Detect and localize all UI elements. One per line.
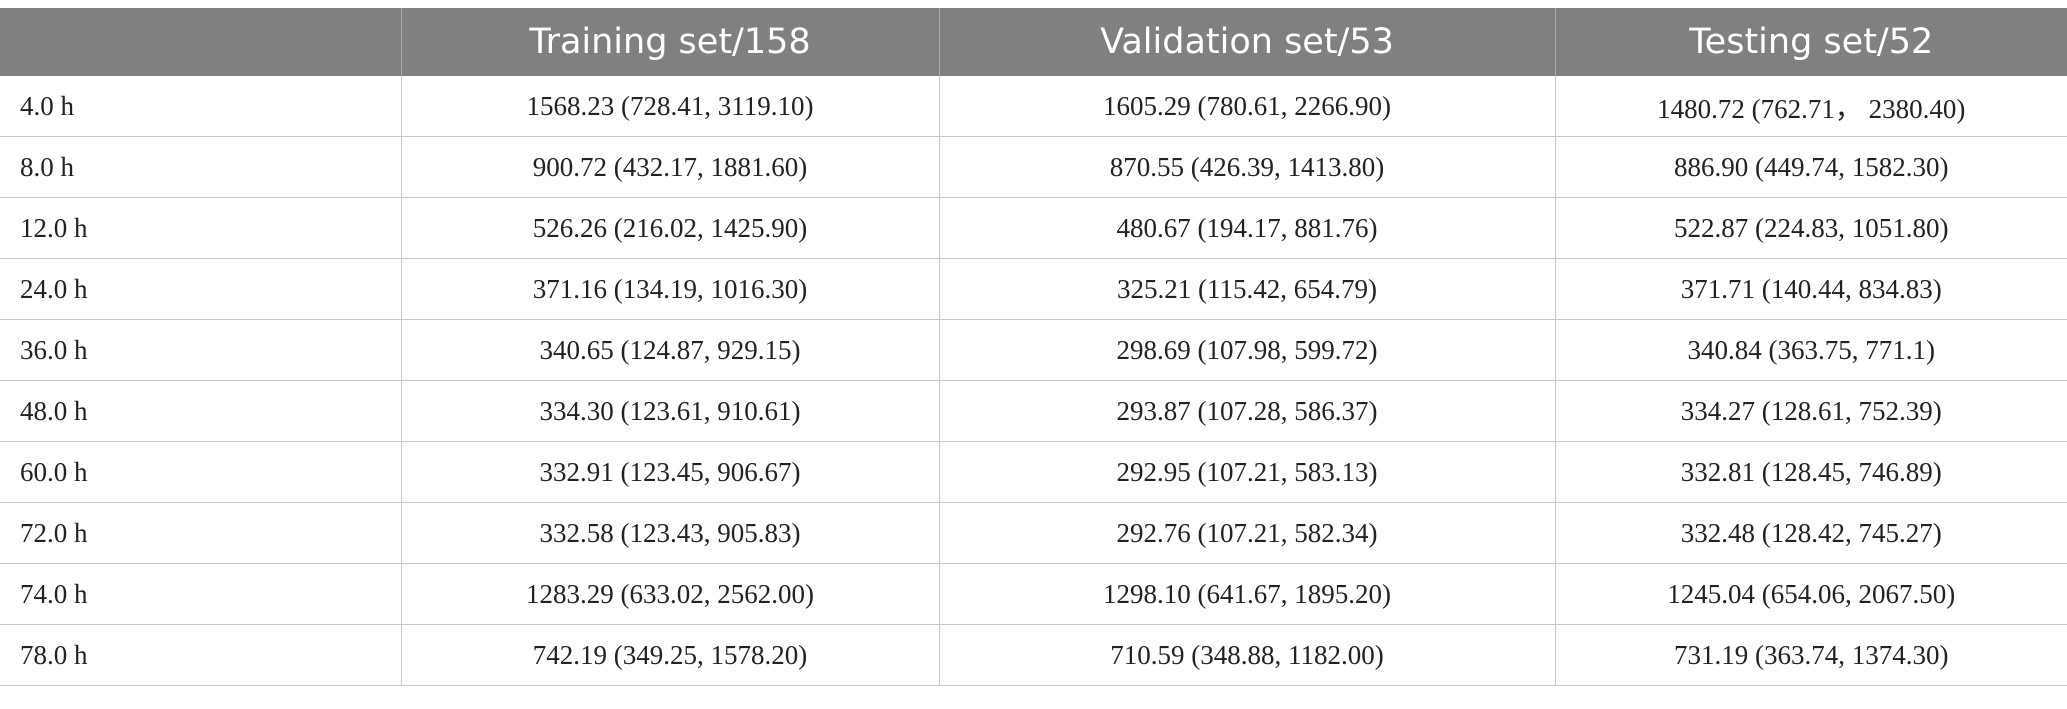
training-cell: 334.30 (123.61, 910.61) (401, 380, 940, 442)
validation-cell: 870.55 (426.39, 1413.80) (939, 136, 1556, 198)
testing-cell: 1245.04 (654.06, 2067.50) (1555, 563, 2067, 625)
testing-cell: 371.71 (140.44, 834.83) (1555, 258, 2067, 320)
table-row: 12.0 h 526.26 (216.02, 1425.90) 480.67 (… (0, 197, 2067, 259)
table-row: 78.0 h 742.19 (349.25, 1578.20) 710.59 (… (0, 624, 2067, 686)
row-label: 8.0 h (0, 136, 402, 198)
row-label: 4.0 h (0, 76, 402, 137)
row-label: 24.0 h (0, 258, 402, 320)
training-cell: 371.16 (134.19, 1016.30) (401, 258, 940, 320)
table-row: 36.0 h 340.65 (124.87, 929.15) 298.69 (1… (0, 319, 2067, 381)
validation-cell: 325.21 (115.42, 654.79) (939, 258, 1556, 320)
training-cell: 1283.29 (633.02, 2562.00) (401, 563, 940, 625)
testing-cell: 522.87 (224.83, 1051.80) (1555, 197, 2067, 259)
validation-cell: 1298.10 (641.67, 1895.20) (939, 563, 1556, 625)
testing-cell: 332.48 (128.42, 745.27) (1555, 502, 2067, 564)
validation-cell: 292.95 (107.21, 583.13) (939, 441, 1556, 503)
table-row: 72.0 h 332.58 (123.43, 905.83) 292.76 (1… (0, 502, 2067, 564)
validation-cell: 1605.29 (780.61, 2266.90) (939, 76, 1556, 137)
testing-cell: 886.90 (449.74, 1582.30) (1555, 136, 2067, 198)
validation-cell: 710.59 (348.88, 1182.00) (939, 624, 1556, 686)
table-body: 4.0 h 1568.23 (728.41, 3119.10) 1605.29 … (0, 76, 2067, 686)
validation-cell: 292.76 (107.21, 582.34) (939, 502, 1556, 564)
testing-cell: 332.81 (128.45, 746.89) (1555, 441, 2067, 503)
table-row: 74.0 h 1283.29 (633.02, 2562.00) 1298.10… (0, 563, 2067, 625)
training-cell: 332.58 (123.43, 905.83) (401, 502, 940, 564)
training-cell: 340.65 (124.87, 929.15) (401, 319, 940, 381)
row-label: 36.0 h (0, 319, 402, 381)
header-cell-validation-set: Validation set/53 (939, 8, 1556, 76)
validation-cell: 293.87 (107.28, 586.37) (939, 380, 1556, 442)
header-cell-training-set: Training set/158 (401, 8, 940, 76)
row-label: 72.0 h (0, 502, 402, 564)
training-cell: 900.72 (432.17, 1881.60) (401, 136, 940, 198)
row-label: 12.0 h (0, 197, 402, 259)
header-cell-testing-set: Testing set/52 (1555, 8, 2067, 76)
validation-cell: 298.69 (107.98, 599.72) (939, 319, 1556, 381)
training-cell: 1568.23 (728.41, 3119.10) (401, 76, 940, 137)
table-header: Training set/158 Validation set/53 Testi… (0, 8, 2067, 76)
testing-cell: 334.27 (128.61, 752.39) (1555, 380, 2067, 442)
data-table: Training set/158 Validation set/53 Testi… (0, 8, 2067, 686)
table-row: 60.0 h 332.91 (123.45, 906.67) 292.95 (1… (0, 441, 2067, 503)
header-row: Training set/158 Validation set/53 Testi… (0, 8, 2067, 76)
training-cell: 526.26 (216.02, 1425.90) (401, 197, 940, 259)
testing-cell: 731.19 (363.74, 1374.30) (1555, 624, 2067, 686)
row-label: 60.0 h (0, 441, 402, 503)
table-row: 48.0 h 334.30 (123.61, 910.61) 293.87 (1… (0, 380, 2067, 442)
table-row: 24.0 h 371.16 (134.19, 1016.30) 325.21 (… (0, 258, 2067, 320)
data-table-container: Training set/158 Validation set/53 Testi… (0, 8, 2067, 686)
table-row: 4.0 h 1568.23 (728.41, 3119.10) 1605.29 … (0, 76, 2067, 137)
training-cell: 742.19 (349.25, 1578.20) (401, 624, 940, 686)
training-cell: 332.91 (123.45, 906.67) (401, 441, 940, 503)
row-label: 78.0 h (0, 624, 402, 686)
testing-cell: 1480.72 (762.71， 2380.40) (1555, 76, 2067, 137)
row-label: 48.0 h (0, 380, 402, 442)
validation-cell: 480.67 (194.17, 881.76) (939, 197, 1556, 259)
header-cell-empty (0, 8, 402, 76)
table-row: 8.0 h 900.72 (432.17, 1881.60) 870.55 (4… (0, 136, 2067, 198)
testing-cell: 340.84 (363.75, 771.1) (1555, 319, 2067, 381)
row-label: 74.0 h (0, 563, 402, 625)
